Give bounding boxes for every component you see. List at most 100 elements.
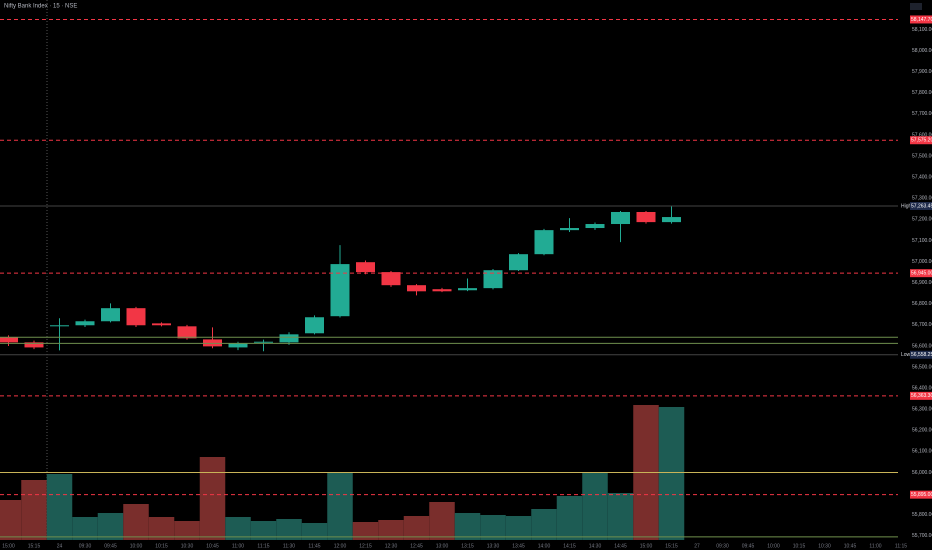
- level-label: 58,147.70: [911, 17, 932, 23]
- x-tick-label: 15:15: [665, 543, 678, 549]
- y-tick-label: 57,200.00: [912, 217, 932, 223]
- level-label: 56,363.30: [911, 393, 932, 399]
- candle-body: [228, 343, 248, 348]
- x-tick-label: 27: [694, 543, 700, 549]
- volume-bar: [658, 407, 685, 540]
- candle-body: [279, 334, 299, 343]
- y-tick-label: 58,100.00: [912, 27, 932, 33]
- volume-bar: [378, 520, 404, 540]
- x-tick-label: 10:00: [767, 543, 780, 549]
- x-tick-label: 14:30: [589, 543, 602, 549]
- candle-body: [24, 342, 44, 348]
- y-tick-label: 56,600.00: [912, 343, 932, 349]
- x-tick-label: 11:15: [895, 543, 907, 549]
- volume-bar: [301, 523, 328, 540]
- x-tick-label: 11:45: [308, 543, 320, 549]
- candle-body: [611, 211, 630, 225]
- candle-body: [177, 326, 197, 339]
- y-tick-label: 56,300.00: [912, 407, 932, 413]
- volume-bar: [327, 472, 353, 540]
- volume-bar: [454, 513, 481, 540]
- level-badge: [910, 391, 932, 400]
- candle-body: [534, 230, 554, 255]
- volume-bar: [531, 509, 557, 540]
- volume-bar: [199, 457, 226, 540]
- volume-bar: [505, 516, 532, 540]
- x-tick-label: 13:45: [512, 543, 525, 549]
- x-tick-label: 10:00: [130, 543, 143, 549]
- y-tick-label: 57,700.00: [912, 111, 932, 117]
- volume-bar: [352, 522, 379, 540]
- y-tick-label: 57,800.00: [912, 90, 932, 96]
- x-tick-label: 14:00: [538, 543, 551, 549]
- x-tick-label: 15:00: [640, 543, 653, 549]
- y-tick-label: 56,400.00: [912, 385, 932, 391]
- y-tick-label: 56,800.00: [912, 301, 932, 307]
- y-tick-label: 56,000.00: [912, 470, 932, 476]
- x-tick-label: 13:00: [436, 543, 449, 549]
- volume-bar: [480, 515, 506, 540]
- x-tick-label: 09:30: [79, 543, 92, 549]
- x-tick-label: 15:00: [2, 543, 15, 549]
- y-tick-label: 56,100.00: [912, 449, 932, 455]
- y-tick-label: 57,400.00: [912, 175, 932, 181]
- candle-body: [458, 288, 477, 291]
- x-tick-label: 12:30: [385, 543, 398, 549]
- x-tick-label: 24: [57, 543, 63, 549]
- level-badge: [910, 136, 932, 145]
- candle-body: [585, 224, 605, 229]
- candle-body: [407, 285, 426, 292]
- x-tick-label: 09:45: [742, 543, 755, 549]
- candle-body: [381, 272, 401, 286]
- level-badge: [910, 269, 932, 278]
- x-tick-label: 11:00: [869, 543, 881, 549]
- chart-title: Nifty Bank Index · 15 · NSE: [4, 4, 77, 10]
- y-tick-label: 55,700.00: [912, 533, 932, 539]
- marker-name: Low: [901, 352, 911, 358]
- candle-body: [126, 308, 146, 326]
- marker-label: 56,558.25: [911, 352, 932, 358]
- x-tick-label: 13:30: [487, 543, 500, 549]
- candle-body: [636, 211, 656, 223]
- volume-bar: [46, 474, 73, 540]
- y-tick-label: 56,900.00: [912, 280, 932, 286]
- y-tick-label: 58,000.00: [912, 48, 932, 54]
- candle-body: [483, 270, 503, 289]
- x-tick-label: 09:45: [104, 543, 117, 549]
- candle-body: [509, 254, 528, 271]
- y-tick-label: 56,500.00: [912, 364, 932, 370]
- y-tick-label: 57,300.00: [912, 196, 932, 202]
- x-tick-label: 10:30: [818, 543, 831, 549]
- candle-body: [101, 308, 120, 322]
- candle-body: [203, 339, 222, 347]
- y-tick-label: 55,800.00: [912, 512, 932, 518]
- x-tick-label: 10:45: [206, 543, 219, 549]
- x-tick-label: 13:15: [461, 543, 474, 549]
- candle-body: [305, 317, 324, 334]
- x-tick-label: 10:45: [844, 543, 857, 549]
- volume-bar: [403, 516, 430, 540]
- x-tick-label: 10:30: [181, 543, 194, 549]
- x-tick-label: 12:15: [359, 543, 372, 549]
- y-tick-label: 56,700.00: [912, 322, 932, 328]
- x-tick-label: 09:30: [716, 543, 729, 549]
- volume-bar: [123, 504, 149, 540]
- x-tick-label: 10:15: [793, 543, 806, 549]
- x-tick-label: 14:45: [614, 543, 627, 549]
- volume-bar: [0, 500, 22, 540]
- y-tick-label: 56,200.00: [912, 428, 932, 434]
- x-tick-label: 14:15: [563, 543, 576, 549]
- x-tick-label: 10:15: [155, 543, 168, 549]
- level-label: 57,575.20: [911, 138, 932, 144]
- candle-body: [356, 262, 375, 273]
- candle-body: [330, 264, 350, 317]
- marker-name: High: [901, 203, 912, 209]
- candle-body: [560, 228, 579, 231]
- volume-bar: [276, 519, 302, 540]
- settings-button[interactable]: [910, 3, 922, 10]
- x-tick-label: 11:15: [257, 543, 269, 549]
- y-tick-label: 57,900.00: [912, 69, 932, 75]
- y-tick-label: 57,000.00: [912, 259, 932, 265]
- y-tick-label: 57,500.00: [912, 153, 932, 159]
